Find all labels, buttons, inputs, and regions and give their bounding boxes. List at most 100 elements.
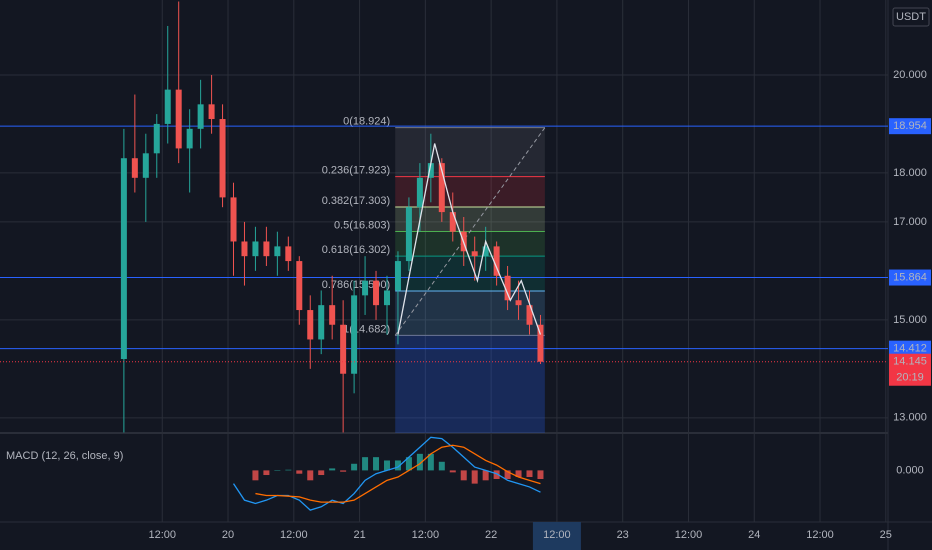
candle-body — [537, 324, 544, 362]
histogram-bar — [493, 470, 500, 479]
candle-body — [438, 163, 445, 213]
candle-body — [142, 153, 149, 178]
candle-body — [274, 246, 281, 257]
price-label-box — [889, 340, 931, 357]
histogram-bar — [274, 470, 281, 471]
y-tick-label: 18.000 — [893, 167, 927, 179]
candle-body — [230, 197, 237, 242]
fib-label: 0.236(17.923) — [322, 165, 391, 177]
fib-label: 0(18.924) — [343, 116, 390, 128]
histogram-bar — [318, 470, 325, 476]
current-time-band — [532, 522, 581, 550]
histogram-bar — [515, 470, 522, 478]
candle-body — [263, 241, 270, 257]
x-tick-label: 12:00 — [806, 529, 834, 541]
histogram-bar — [373, 457, 380, 471]
histogram-bar — [329, 468, 336, 471]
candle-body — [120, 158, 127, 360]
fib-label: 1(14.682) — [343, 323, 390, 335]
candle-body — [208, 104, 215, 120]
x-tick-label: 22 — [485, 529, 497, 541]
candle-body — [307, 310, 314, 340]
candle-body — [449, 212, 456, 232]
x-tick-label: 12:00 — [543, 529, 571, 541]
candle-body — [373, 280, 380, 306]
histogram-bar — [285, 469, 292, 471]
last-price-box — [889, 353, 931, 386]
candle-body — [515, 300, 522, 306]
histogram-bar — [416, 453, 423, 471]
candle-body — [351, 295, 358, 374]
price-label-box — [889, 269, 931, 286]
fib-label: 0.5(16.803) — [334, 219, 390, 231]
histogram-bar — [482, 470, 489, 481]
y-tick-label: 15.000 — [893, 314, 927, 326]
x-tick-label: 12:00 — [412, 529, 440, 541]
fib-band — [395, 231, 545, 257]
x-tick-label: 24 — [748, 529, 760, 541]
candle-body — [219, 119, 226, 198]
candle-body — [131, 158, 138, 178]
signal-line — [255, 444, 541, 503]
histogram-bar — [504, 470, 511, 479]
histogram-bar — [471, 470, 478, 484]
currency[interactable]: USDT — [896, 11, 926, 23]
histogram-bar — [340, 470, 347, 472]
candle-body — [252, 241, 259, 257]
histogram-bar — [438, 461, 445, 471]
fib-target-zone — [395, 335, 545, 433]
candle-body — [482, 246, 489, 257]
last-price-label: 14.145 — [893, 356, 927, 368]
countdown: 20:19 — [896, 372, 924, 384]
histogram-bar — [307, 470, 314, 481]
histogram-bar — [427, 453, 434, 471]
y-tick-label: 13.000 — [893, 412, 927, 424]
price-label-box — [889, 118, 931, 135]
x-tick-label: 21 — [353, 529, 365, 541]
candle-body — [493, 246, 500, 276]
y-tick-label: 0.000 — [896, 464, 924, 476]
candle-body — [318, 305, 325, 340]
candle-body — [241, 241, 248, 257]
histogram-bar — [351, 463, 358, 471]
fib-band — [395, 290, 545, 336]
candle-body — [394, 261, 401, 291]
x-tick-label: 25 — [880, 529, 892, 541]
histogram-bar — [526, 470, 533, 478]
histogram-bar — [537, 470, 544, 479]
candle-body — [504, 275, 511, 301]
candle-body — [471, 251, 478, 257]
candle-body — [383, 290, 390, 306]
x-tick-label: 12:00 — [280, 529, 308, 541]
histogram-bar — [252, 470, 259, 481]
candle-body — [329, 305, 336, 325]
candle-body — [285, 246, 292, 262]
price-label: 14.412 — [893, 343, 927, 355]
candle-body — [427, 163, 434, 178]
histogram-bar — [460, 470, 467, 481]
histogram-bar — [263, 470, 270, 476]
histogram-bar — [296, 470, 303, 474]
x-tick-label: 23 — [617, 529, 629, 541]
candle-body — [175, 89, 182, 149]
y-tick-label: 20.000 — [893, 69, 927, 81]
fib-band — [395, 127, 545, 177]
histogram-bar — [394, 460, 401, 471]
fib-trend-line — [394, 127, 546, 336]
pattern-line — [397, 143, 542, 335]
candle-body — [362, 280, 369, 296]
candle-body — [186, 128, 193, 149]
fib-band — [395, 207, 545, 232]
candle-body — [416, 177, 423, 208]
candle-body — [340, 324, 347, 374]
y-tick-label: 17.000 — [893, 216, 927, 228]
histogram-bar — [449, 470, 456, 473]
candle-body — [197, 104, 204, 129]
currency-box[interactable] — [892, 7, 930, 27]
histogram-bar — [383, 460, 390, 471]
candle-body — [405, 207, 412, 262]
fib-label: 0.618(16.302) — [322, 244, 391, 256]
candle-body — [526, 305, 533, 325]
candle-body — [296, 261, 303, 311]
